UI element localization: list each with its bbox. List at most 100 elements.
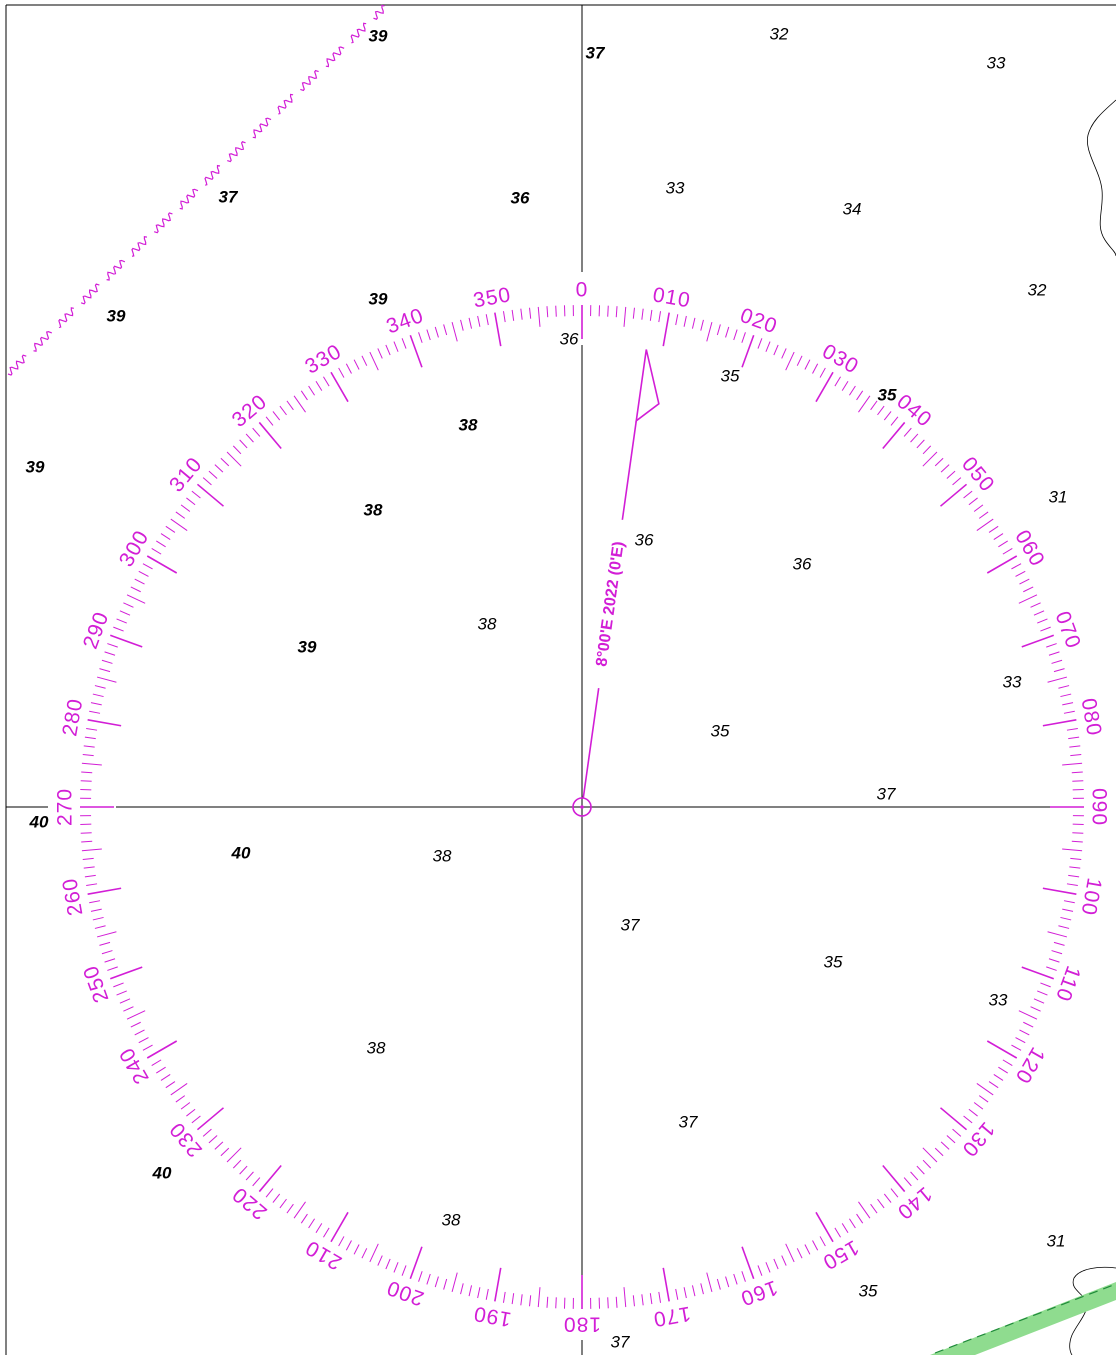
compass-tick	[725, 326, 730, 338]
compass-tick	[1053, 668, 1065, 673]
compass-tick	[1066, 727, 1078, 731]
compass-tick	[883, 1193, 892, 1203]
compass-tick	[315, 381, 323, 391]
compass-tick	[361, 1248, 368, 1259]
depth-sounding: 39	[298, 638, 317, 657]
compass-tick	[812, 1240, 819, 1251]
compass-tick	[202, 477, 212, 486]
compass-tick	[716, 324, 721, 336]
compass-tick	[165, 1081, 176, 1089]
compass-tick	[156, 1066, 166, 1074]
compass-tick	[988, 1081, 999, 1089]
compass-tick	[239, 439, 248, 449]
compass-tick	[338, 1236, 345, 1247]
compass-tick	[649, 309, 653, 321]
compass-tick	[649, 1293, 653, 1305]
compass-tick	[1071, 771, 1083, 774]
compass-tick	[1062, 702, 1074, 706]
compass-tick	[89, 710, 101, 714]
compass-tick	[973, 1102, 984, 1110]
compass-tick	[1002, 548, 1013, 555]
compass-tick	[345, 1240, 352, 1251]
depth-sounding: 37	[611, 1333, 630, 1352]
compass-degree-label: 180	[563, 1313, 601, 1336]
compass-tick	[116, 990, 127, 996]
compass-tick	[308, 1218, 315, 1229]
compass-tick	[1023, 1021, 1034, 1028]
compass-tick	[107, 966, 118, 971]
compass-tick	[83, 866, 95, 869]
compass-tick	[315, 1223, 323, 1233]
compass-tick	[922, 1159, 932, 1169]
compass-tick	[998, 1066, 1008, 1074]
compass-tick	[1033, 998, 1045, 1004]
compass-tick	[537, 306, 541, 327]
compass-tick	[80, 780, 92, 782]
compass-tick	[529, 307, 532, 319]
compass-tick	[123, 1006, 134, 1012]
compass-tick	[973, 504, 984, 512]
compass-tick	[993, 1074, 1004, 1081]
compass-tick	[834, 1227, 841, 1238]
compass-tick	[976, 518, 994, 531]
compass-tick	[1037, 618, 1048, 624]
compass-tick	[104, 651, 116, 656]
compass-tick	[86, 727, 98, 731]
compass-tick	[607, 1297, 609, 1309]
compass-tick	[765, 1262, 771, 1273]
compass-tick	[781, 348, 787, 359]
compass-tick	[142, 1044, 153, 1051]
compass-tick	[1015, 1037, 1026, 1044]
compass-tick	[109, 966, 143, 980]
compass-tick	[245, 433, 254, 443]
compass-tick	[138, 1037, 149, 1044]
compass-tick	[555, 305, 557, 317]
compass-tick	[1002, 1059, 1013, 1066]
compass-tick	[706, 321, 713, 342]
compass-tick	[186, 1108, 196, 1117]
compass-tick	[1072, 780, 1084, 782]
compass-tick	[922, 451, 938, 467]
depth-sounding: 35	[859, 1282, 878, 1301]
compass-tick	[245, 1171, 254, 1181]
rose-center-circle	[572, 797, 592, 817]
compass-tick	[998, 540, 1008, 548]
compass-tick	[80, 832, 92, 834]
compass-tick	[1046, 966, 1057, 971]
depth-sounding: 35	[711, 722, 730, 741]
compass-tick	[1011, 1044, 1022, 1051]
compass-tick	[968, 1108, 978, 1117]
compass-tick	[1070, 857, 1082, 860]
compass-tick	[978, 511, 989, 519]
depth-sounding: 35	[878, 386, 897, 405]
compass-tick	[1047, 931, 1068, 938]
compass-tick	[1046, 643, 1057, 648]
compass-tick	[858, 395, 871, 413]
depth-sounding: 35	[721, 367, 740, 386]
compass-tick	[1037, 990, 1048, 996]
compass-tick	[934, 1147, 944, 1157]
compass-tick	[232, 1159, 242, 1169]
compass-tick	[494, 312, 502, 347]
compass-tick	[191, 1115, 201, 1124]
compass-tick	[968, 497, 978, 506]
depth-sounding: 40	[152, 1164, 172, 1183]
compass-tick	[546, 306, 549, 318]
compass-tick	[1047, 676, 1068, 683]
compass-tick	[1023, 586, 1034, 593]
compass-tick	[940, 464, 950, 473]
compass-tick	[101, 659, 113, 664]
compass-degree-label: 0	[576, 279, 589, 302]
compass-tick	[90, 702, 102, 706]
compass-tick	[180, 504, 191, 512]
compass-tick	[258, 1164, 282, 1193]
compass-tick	[468, 317, 473, 329]
compass-tick	[113, 626, 124, 632]
compass-tick	[138, 570, 149, 577]
compass-tick	[978, 1095, 989, 1103]
compass-tick	[104, 958, 116, 963]
compass-tick	[1062, 908, 1074, 912]
compass-tick	[520, 1294, 523, 1306]
compass-tick	[460, 1283, 464, 1295]
